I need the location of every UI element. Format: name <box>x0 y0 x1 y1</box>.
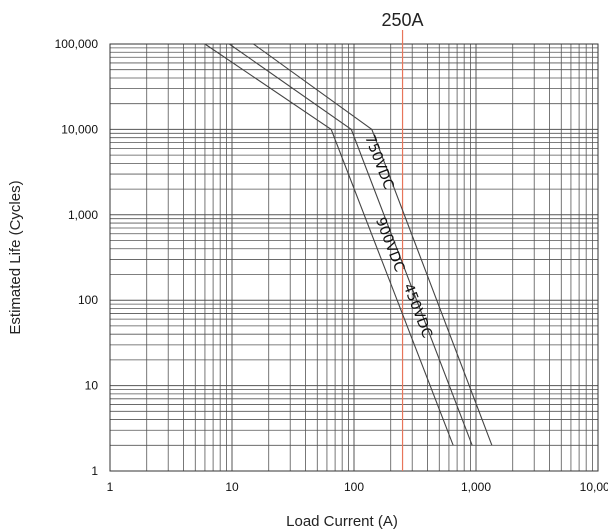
series-label-450vdc: 450VDC <box>400 282 435 341</box>
plot-frame <box>109 43 599 472</box>
y-tick-label: 10,000 <box>61 122 98 136</box>
y-tick-label: 100,000 <box>55 37 99 51</box>
y-axis-title: Estimated Life (Cycles) <box>7 180 24 334</box>
y-tick-label: 10 <box>85 379 99 393</box>
y-tick-label: 100 <box>78 293 98 307</box>
x-tick-label: 10 <box>225 480 239 494</box>
y-tick-label: 1,000 <box>68 208 98 222</box>
marker-label: 250A <box>382 10 424 30</box>
series-line-750vdc <box>228 43 473 446</box>
x-axis-title: Load Current (A) <box>286 513 398 530</box>
labels: 450VDC750VDC900VDC1101001,00010,00011010… <box>7 37 608 530</box>
current-marker: 250A <box>382 10 424 471</box>
x-tick-label: 1,000 <box>461 480 491 494</box>
series-lines <box>204 43 493 446</box>
y-tick-label: 1 <box>91 464 98 478</box>
series-line-900vdc <box>204 43 454 446</box>
plot-border <box>109 43 599 472</box>
x-tick-label: 1 <box>107 480 114 494</box>
grid <box>110 44 598 471</box>
x-tick-label: 10,000 <box>580 480 608 494</box>
series-line-450vdc <box>253 43 493 446</box>
series-label-750vdc: 750VDC <box>361 133 396 192</box>
x-tick-label: 100 <box>344 480 364 494</box>
